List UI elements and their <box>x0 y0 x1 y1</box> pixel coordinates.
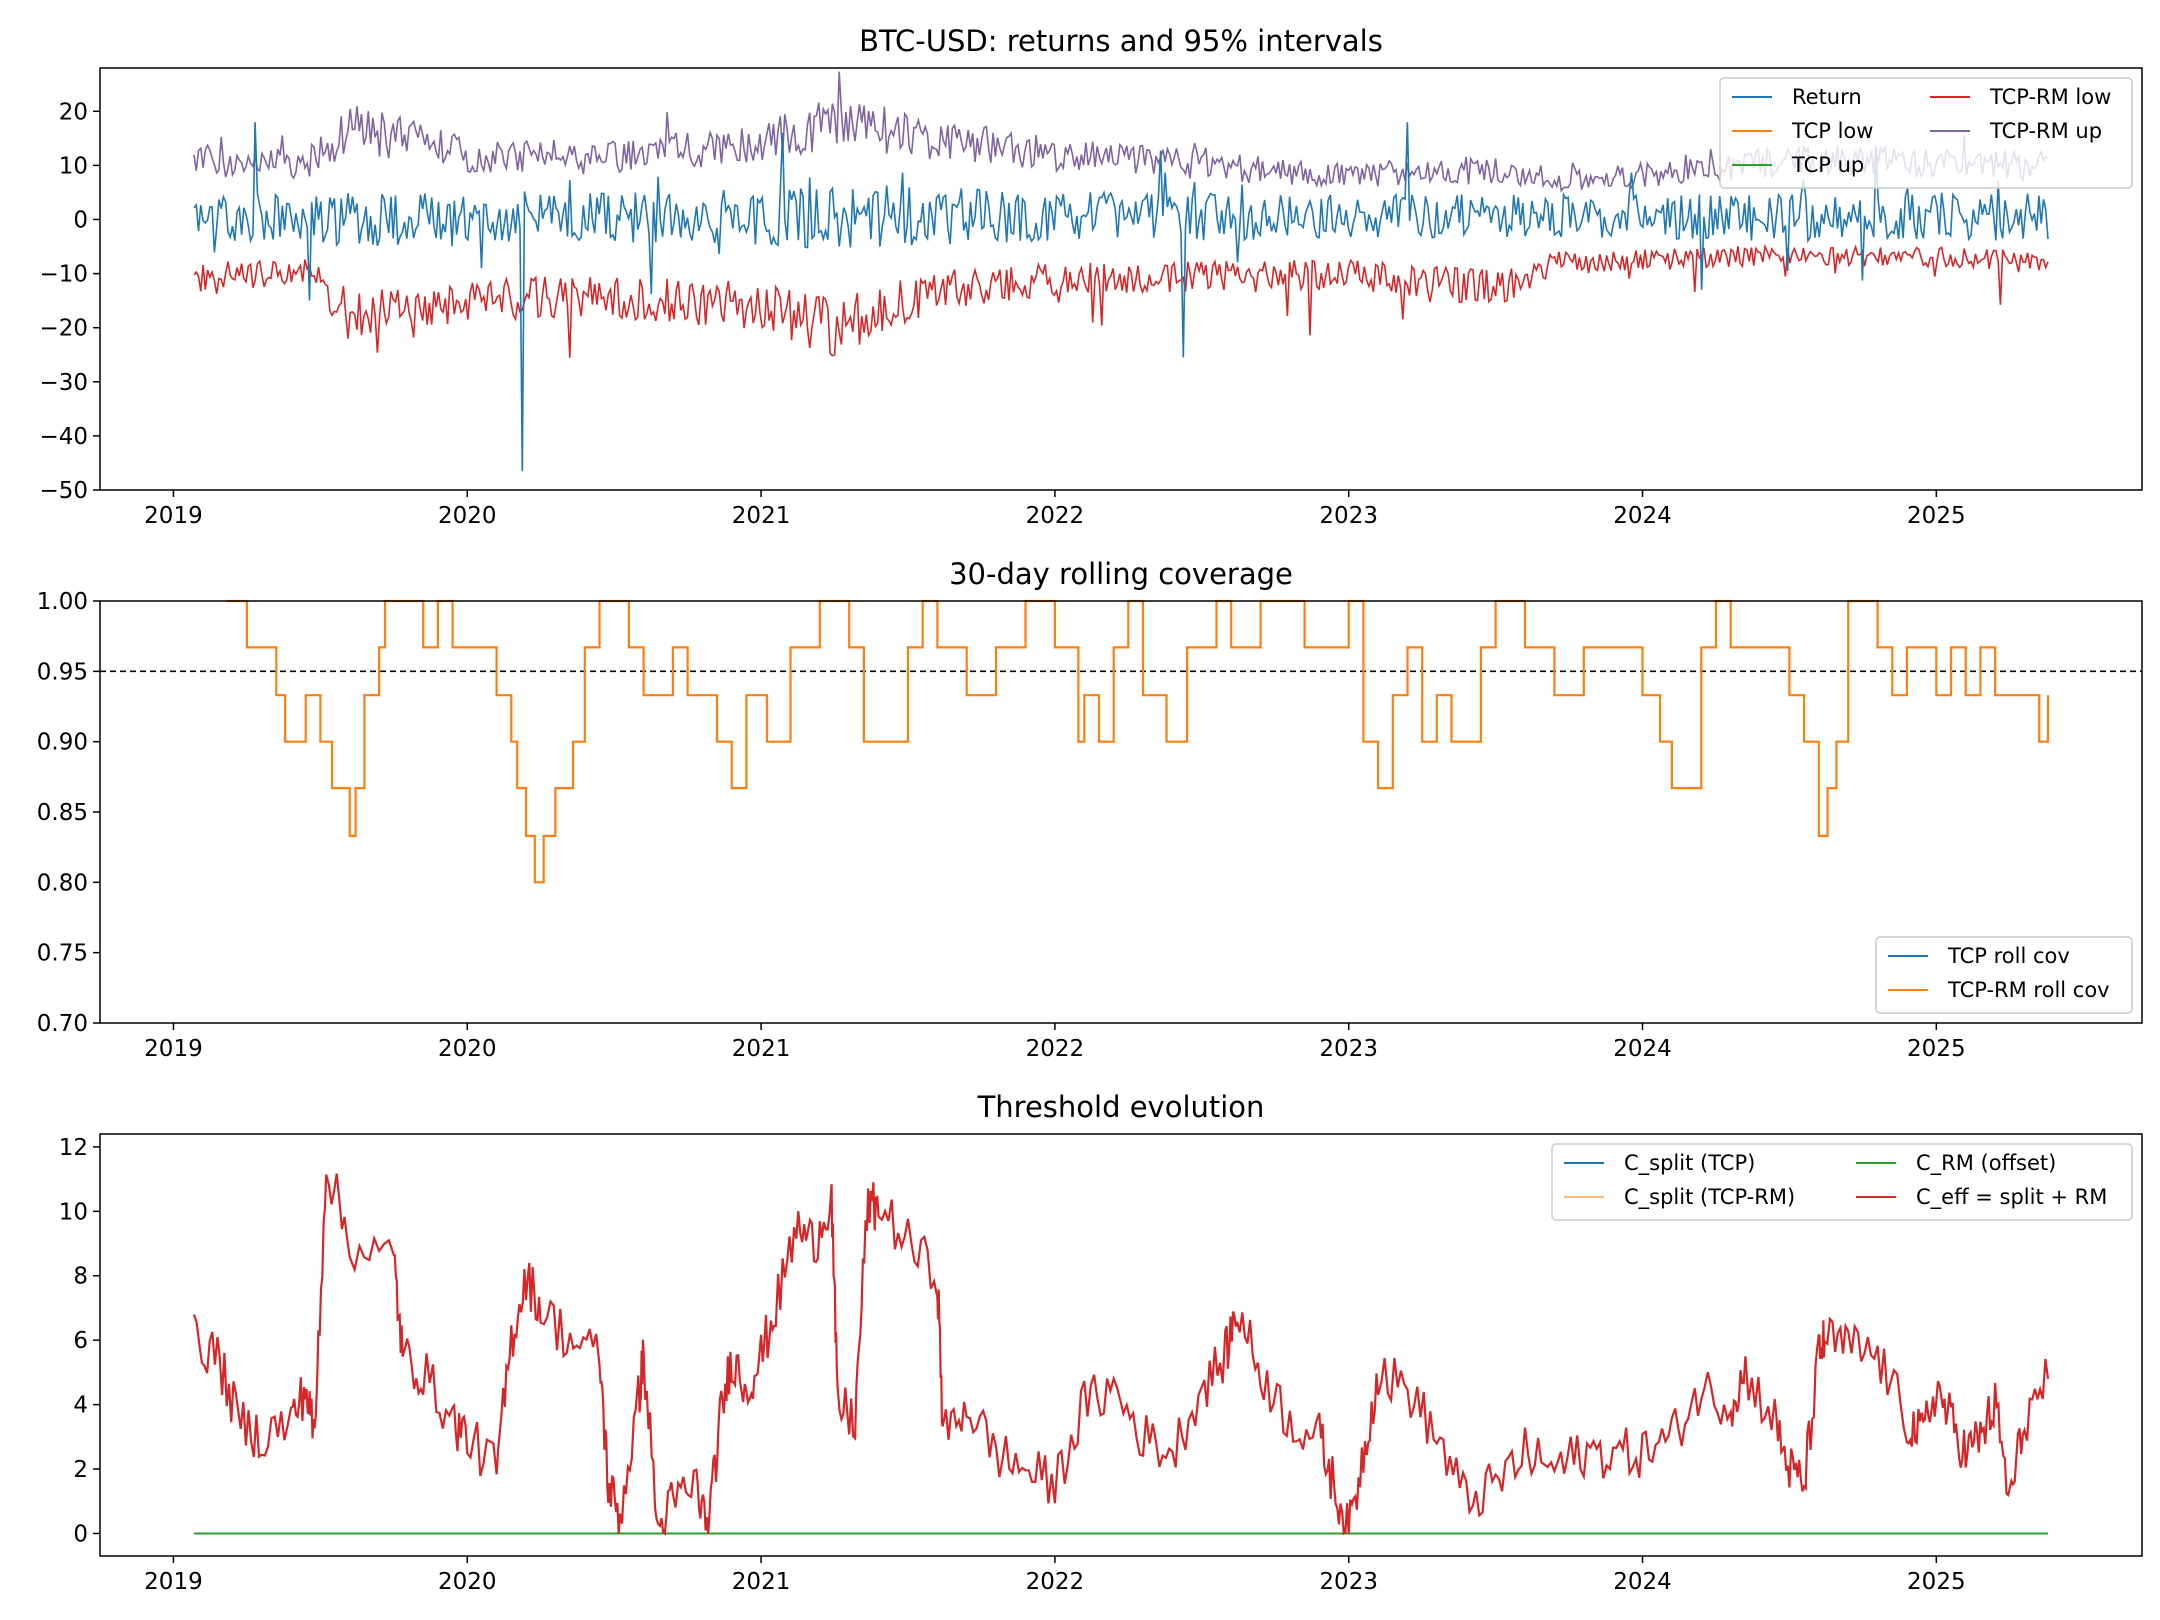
panel-returns-y-tick-label-10: 10 <box>59 153 88 179</box>
legend-tcp-low-label: TCP low <box>1791 119 1873 143</box>
panel-returns-y-tick-label-40: −40 <box>39 424 88 450</box>
panel-returns-y-tick-label-30: −30 <box>39 370 88 396</box>
panel-threshold-x-axis: 2019 2020 2021 2022 2023 2024 2025 <box>144 1556 1966 1595</box>
panel-coverage-legend: TCP roll cov TCP-RM roll cov <box>1875 936 2133 1014</box>
panel-coverage-x-tick-label-2022: 2022 <box>1026 1036 1085 1062</box>
legend-c-split-tcp-rm-label: C_split (TCP-RM) <box>1624 1185 1795 1210</box>
series-return-line <box>193 122 2049 472</box>
legend-c-eff-label: C_eff = split + RM <box>1916 1185 2107 1210</box>
panel-coverage-y-tick-label-0-95: 0.95 <box>37 659 88 685</box>
panel-threshold-x-tick-label-2019: 2019 <box>144 1569 203 1595</box>
panel-threshold-y-tick-label-6: 6 <box>73 1328 88 1354</box>
panel-coverage-y-tick-label-1-00: 1.00 <box>37 589 88 615</box>
panel-coverage-x-tick-label-2023: 2023 <box>1319 1036 1378 1062</box>
panel-coverage-x-tick-label-2020: 2020 <box>438 1036 497 1062</box>
panel-threshold-legend-box <box>1551 1143 2133 1221</box>
panel-returns-y-tick-label-50: −50 <box>39 478 88 504</box>
panel-coverage-y-tick-label-0-70: 0.70 <box>37 1011 88 1037</box>
panel-returns-y-tick-label-20: −20 <box>39 316 88 342</box>
series-tcp-rm-low-line <box>193 243 2049 358</box>
legend-tcp-rm-up-label: TCP-RM up <box>1989 119 2102 143</box>
panel-threshold-x-tick-label-2020: 2020 <box>438 1569 497 1595</box>
panel-coverage-y-axis: 1.00 0.95 0.90 0.85 0.80 0.75 0.70 <box>37 589 100 1037</box>
panel-returns-axes-frame <box>99 67 2143 491</box>
panel-threshold-y-tick-label-10: 10 <box>59 1199 88 1225</box>
panel-returns-y-tick-label-10: −10 <box>39 262 88 288</box>
panel-returns-x-tick-label-2021: 2021 <box>732 503 791 529</box>
panel-coverage-x-tick-label-2025: 2025 <box>1907 1036 1966 1062</box>
panel-threshold-title: Threshold evolution <box>977 1090 1265 1124</box>
panel-coverage: 30-day rolling coverage 2019 2020 2021 2022… <box>37 557 2143 1062</box>
panel-threshold-x-tick-label-2025: 2025 <box>1907 1569 1966 1595</box>
legend-tcp-rm-roll-cov-label: TCP-RM roll cov <box>1947 978 2110 1002</box>
panel-returns: BTC-USD: returns and 95% intervals 2019 2… <box>39 24 2143 529</box>
panel-returns-title: BTC-USD: returns and 95% intervals <box>859 24 1383 58</box>
panel-returns-x-tick-label-2020: 2020 <box>438 503 497 529</box>
panel-coverage-y-tick-label-0-80: 0.80 <box>37 870 88 896</box>
panel-returns-legend-box <box>1719 77 2133 189</box>
panel-returns-x-axis: 2019 2020 2021 2022 2023 2024 2025 <box>144 490 1966 529</box>
panel-threshold-y-tick-label-0: 0 <box>73 1521 88 1547</box>
panel-threshold-x-tick-label-2022: 2022 <box>1026 1569 1085 1595</box>
legend-c-split-tcp-label: C_split (TCP) <box>1624 1151 1755 1176</box>
panel-coverage-y-tick-label-0-90: 0.90 <box>37 730 88 756</box>
legend-return-label: Return <box>1792 85 1862 109</box>
panel-threshold-y-tick-label-2: 2 <box>73 1457 88 1483</box>
panel-threshold-x-tick-label-2021: 2021 <box>732 1569 791 1595</box>
panel-threshold-axes-frame <box>99 1133 2143 1557</box>
panel-threshold-legend: C_split (TCP) C_split (TCP-RM) C_RM (off… <box>1551 1143 2133 1221</box>
panel-threshold-y-axis: 12 10 8 6 4 2 0 <box>59 1135 100 1547</box>
panel-threshold-x-tick-label-2023: 2023 <box>1319 1569 1378 1595</box>
panel-coverage-y-tick-label-0-85: 0.85 <box>37 800 88 826</box>
panel-coverage-series <box>100 599 2142 884</box>
legend-tcp-roll-cov-label: TCP roll cov <box>1947 944 2070 968</box>
panel-threshold-y-tick-label-12: 12 <box>59 1135 88 1161</box>
legend-tcp-up-label: TCP up <box>1791 153 1864 177</box>
panel-threshold-y-tick-label-4: 4 <box>73 1393 88 1419</box>
panel-returns-x-tick-label-2025: 2025 <box>1907 503 1966 529</box>
panel-threshold: Threshold evolution 2019 2020 2021 2022 2023… <box>59 1090 2143 1595</box>
panel-returns-x-tick-label-2023: 2023 <box>1319 503 1378 529</box>
panel-returns-y-axis: 20 10 0 −10 −20 −30 −40 −50 <box>39 99 100 504</box>
panel-coverage-x-tick-label-2019: 2019 <box>144 1036 203 1062</box>
panel-coverage-y-tick-label-0-75: 0.75 <box>37 941 88 967</box>
panel-coverage-x-tick-label-2024: 2024 <box>1613 1036 1672 1062</box>
legend-c-rm-offset-label: C_RM (offset) <box>1916 1151 2056 1176</box>
panel-returns-y-tick-label-0: 0 <box>73 207 88 233</box>
panel-coverage-x-tick-label-2021: 2021 <box>732 1036 791 1062</box>
panel-returns-legend: Return TCP low TCP up TCP-RM low TCP-RM … <box>1719 77 2133 189</box>
panel-threshold-series <box>192 1173 2050 1536</box>
panel-threshold-y-tick-label-8: 8 <box>73 1264 88 1290</box>
panel-threshold-x-tick-label-2024: 2024 <box>1613 1569 1672 1595</box>
series-c-eff-line <box>192 1173 2050 1536</box>
panel-coverage-title: 30-day rolling coverage <box>949 557 1293 591</box>
panel-returns-x-tick-label-2022: 2022 <box>1026 503 1085 529</box>
panel-coverage-legend-box <box>1875 936 2133 1014</box>
panel-returns-x-tick-label-2019: 2019 <box>144 503 203 529</box>
legend-tcp-rm-low-label: TCP-RM low <box>1989 85 2111 109</box>
panel-returns-y-tick-label-20: 20 <box>59 99 88 125</box>
panel-returns-x-tick-label-2024: 2024 <box>1613 503 1672 529</box>
series-tcp-rm-roll-cov-line <box>226 599 2050 884</box>
panel-coverage-x-axis: 2019 2020 2021 2022 2023 2024 2025 <box>144 1023 1966 1062</box>
